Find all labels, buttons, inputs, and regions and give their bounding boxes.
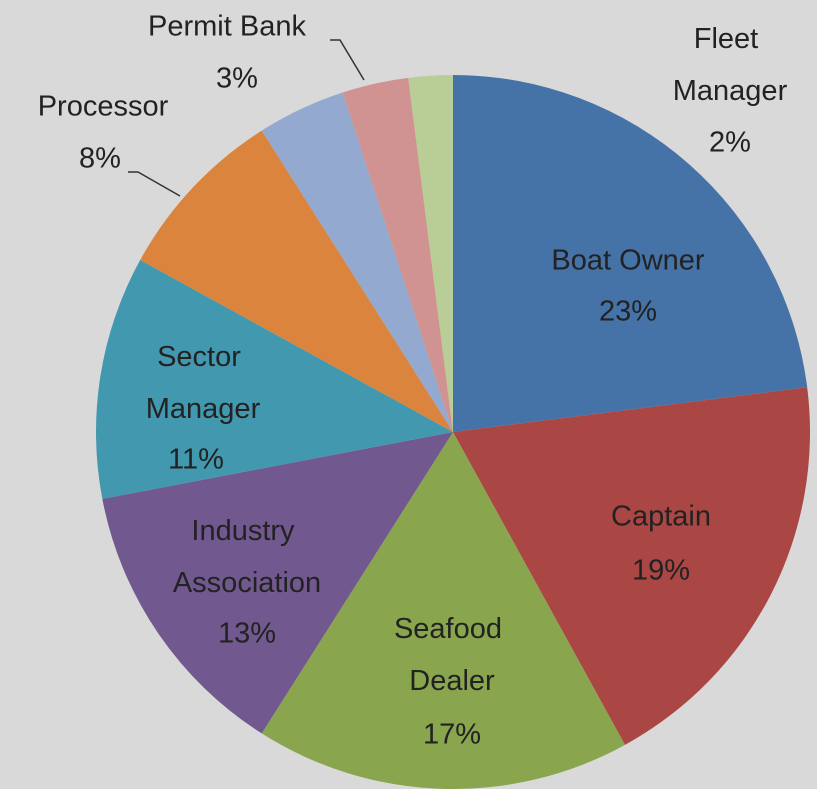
pie-slice [261,92,453,432]
slice-label: Sector Manager [146,341,261,425]
pie-slice [408,75,453,432]
slice-label: Permit Bank [148,11,306,43]
slice-label: Processor [38,91,169,123]
slice-value-label: 11% [168,444,224,476]
leader-line [330,39,365,81]
leader-line [128,171,181,197]
pie-slice [453,387,810,745]
slice-value-label: 13% [218,618,276,650]
slice-value-label: 23% [599,296,657,328]
slice-label: Fleet Manager [673,23,788,107]
slice-value-label: 8% [79,143,121,175]
pie-slice [261,432,625,789]
slice-label: Industry Association [173,515,321,599]
slice-label: Captain [611,501,711,533]
pie-slice [453,75,808,432]
pie-slice [95,260,453,499]
slice-value-label: 19% [632,555,690,587]
slice-label: Boat Owner [551,245,704,277]
pie-slice [102,432,453,734]
slice-value-label: 17% [423,719,481,751]
slice-value-label: 3% [216,63,258,95]
pie-slice [342,77,453,432]
pie-slice [140,130,453,432]
slice-label: Seafood Dealer [394,613,510,697]
slice-value-label: 2% [709,127,751,159]
